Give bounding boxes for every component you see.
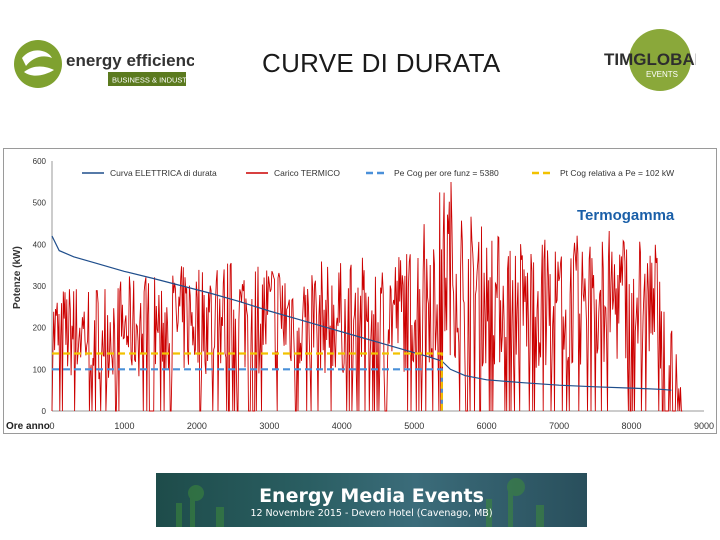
duration-curve-chart: Potenze (kW) Ore anno 0 100 200 300 400 500 60…	[3, 148, 717, 434]
legend-label: Curva ELETTRICA di durata	[110, 168, 217, 178]
banner-skyline-icon	[176, 478, 544, 527]
globe-icon	[629, 29, 691, 91]
pt-cog-series	[52, 352, 443, 411]
logo-left-tag: BUSINESS & INDUSTRY	[112, 76, 194, 85]
banner-title: Energy Media Events	[259, 485, 484, 507]
event-banner: Energy Media Events 12 Novembre 2015 - D…	[156, 473, 587, 527]
x-tick-label: 9000	[694, 421, 714, 431]
slide-title: CURVE DI DURATA	[262, 48, 501, 78]
banner-subtitle: 12 Novembre 2015 - Devero Hotel (Cavenag…	[250, 508, 493, 519]
energy-efficiency-logo: energy efficiency BUSINESS & INDUSTRY	[12, 36, 205, 92]
x-tick-label: 8000	[622, 421, 642, 431]
pe-cog-series	[52, 368, 443, 411]
y-tick-label: 0	[42, 407, 47, 416]
logo-right-name: TIMGLOBAL	[604, 50, 696, 69]
y-axis-label: Potenze (kW)	[12, 246, 23, 309]
x-tick-label: 2000	[187, 421, 207, 431]
chart-canvas: Potenze (kW) Ore anno 0 100 200 300 400 500 60…	[6, 157, 714, 432]
legend-label: Carico TERMICO	[274, 168, 340, 178]
y-tick-label: 100	[33, 365, 47, 374]
legend-label: Pe Cog per ore funz = 5380	[394, 168, 499, 178]
x-tick-label: 6000	[477, 421, 497, 431]
electric-duration-series	[51, 235, 672, 391]
y-tick-label: 400	[33, 240, 47, 249]
x-tick-label: 4000	[332, 421, 352, 431]
x-axis-label: Ore anno	[6, 421, 50, 432]
y-tick-label: 500	[33, 199, 47, 208]
y-tick-label: 600	[33, 157, 47, 166]
x-tick-label: 3000	[259, 421, 279, 431]
timglobal-logo: TIMGLOBAL EVENTS	[596, 27, 705, 93]
y-tick-label: 300	[33, 282, 47, 291]
thermal-load-series	[51, 181, 683, 412]
logo-left-name: energy efficiency	[66, 51, 194, 70]
y-tick-label: 200	[33, 324, 47, 333]
x-tick-label: 1000	[114, 421, 134, 431]
x-tick-label: 0	[49, 421, 54, 431]
termogamma-logo: Termogamma	[577, 207, 675, 224]
legend-label: Pt Cog relativa a Pe = 102 kW	[560, 168, 674, 178]
x-tick-label: 7000	[549, 421, 569, 431]
logo-right-tag: EVENTS	[646, 70, 678, 79]
x-tick-label: 5000	[404, 421, 424, 431]
logo-leaf-icon	[14, 40, 62, 88]
